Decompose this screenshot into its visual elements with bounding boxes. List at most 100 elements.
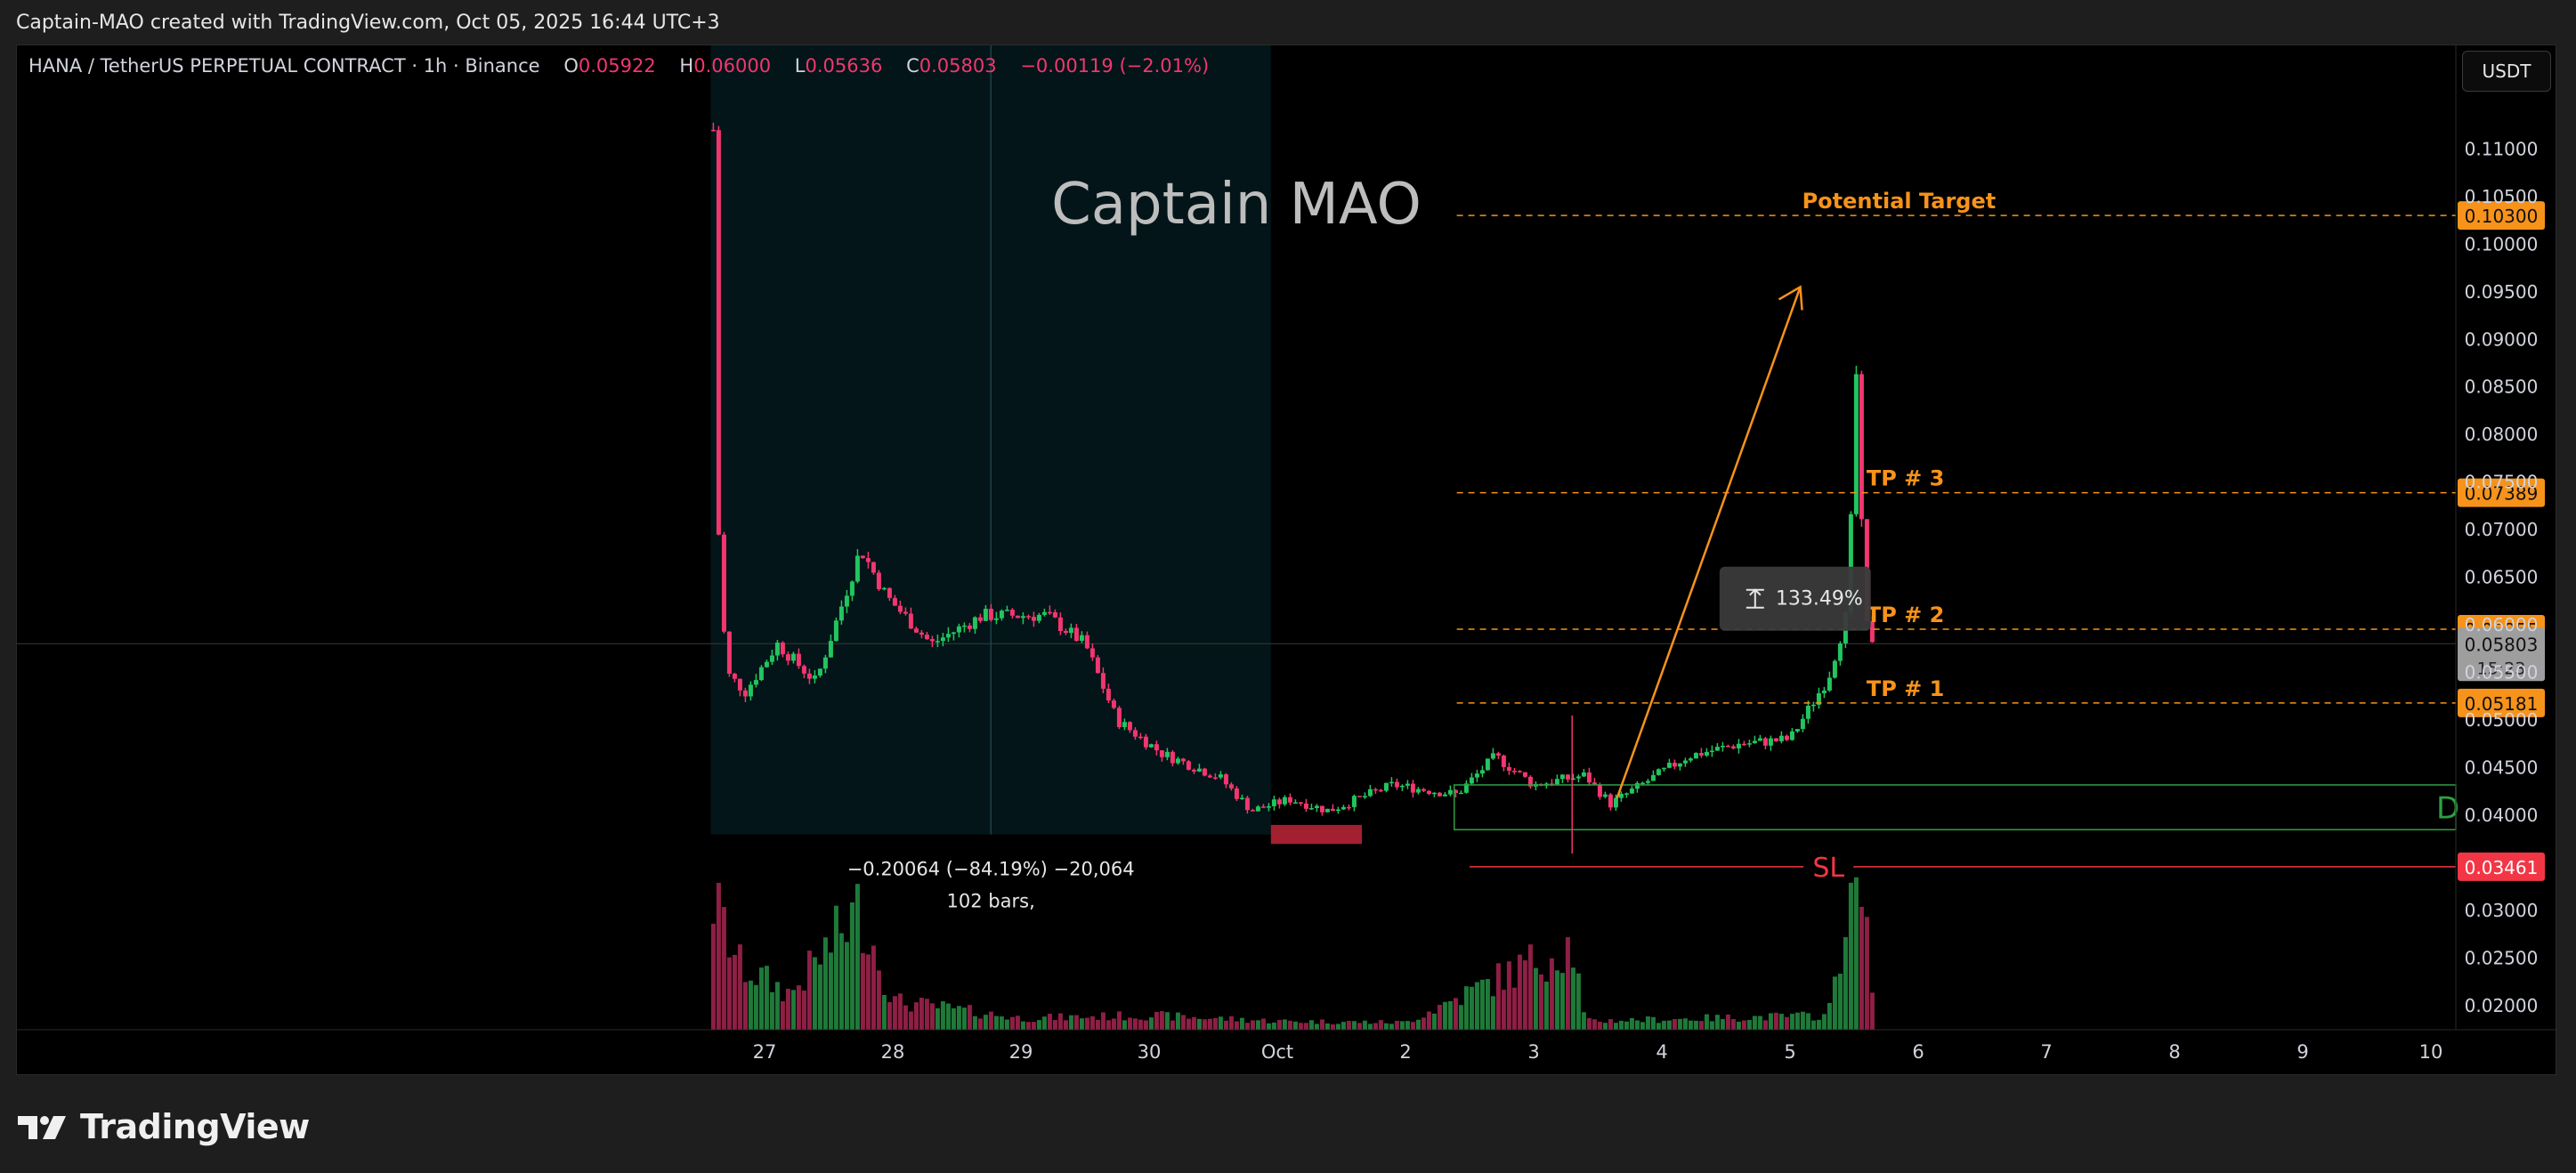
candle-body — [924, 635, 929, 640]
volume-bar — [716, 882, 721, 1030]
level-badge-bg — [2458, 201, 2545, 231]
volume-bar — [753, 984, 758, 1030]
candle-body — [1164, 751, 1170, 757]
chart-caption: Captain-MAO created with TradingView.com… — [0, 0, 2576, 44]
measure-box — [1719, 566, 1871, 631]
candle-body — [1041, 611, 1047, 615]
volume-bar — [940, 1001, 945, 1030]
candle-body — [865, 558, 871, 562]
y-tick-label: 0.04000 — [2465, 805, 2539, 826]
volume-bar — [1175, 1012, 1180, 1030]
candle-body — [1789, 731, 1794, 740]
volume-bar — [1004, 1019, 1009, 1030]
candle-body — [732, 673, 737, 679]
candle-body — [1239, 797, 1244, 799]
price-chart[interactable]: −0.20064 (−84.19%) −20,064 102 bars, Capta… — [17, 45, 2557, 1076]
open-label: O — [563, 55, 579, 77]
volume-bar — [1346, 1021, 1351, 1030]
volume-bar — [1586, 1017, 1592, 1030]
volume-bar — [1736, 1022, 1741, 1030]
volume-bar — [769, 991, 774, 1030]
volume-bar — [732, 954, 737, 1030]
candle-body — [780, 643, 785, 655]
volume-bar — [956, 1006, 961, 1030]
currency-button[interactable]: USDT — [2462, 51, 2551, 92]
volume-bar — [1009, 1016, 1015, 1030]
high-label: H — [679, 55, 694, 77]
symbol-title[interactable]: HANA / TetherUS PERPETUAL CONTRACT · 1h … — [28, 55, 540, 77]
volume-bar — [1853, 877, 1859, 1030]
volume-bar — [1864, 917, 1869, 1030]
chart-frame[interactable]: −0.20064 (−84.19%) −20,064 102 bars, Capta… — [16, 44, 2557, 1076]
high-value: 0.06000 — [693, 55, 772, 77]
x-tick-label: 3 — [1527, 1041, 1539, 1063]
candle-body — [1570, 778, 1576, 781]
candle-body — [1853, 374, 1859, 514]
volume-bar — [1025, 1022, 1031, 1030]
candle-body — [1196, 768, 1202, 772]
brand-name: TradingView — [80, 1107, 310, 1146]
candle-body — [1517, 771, 1522, 773]
candle-body — [838, 606, 844, 621]
volume-bar — [1869, 992, 1875, 1030]
volume-bar — [1581, 1012, 1586, 1030]
candle-body — [1581, 772, 1586, 777]
volume-bar — [1057, 1013, 1063, 1030]
x-tick-label: 4 — [1656, 1041, 1667, 1063]
volume-bar — [1159, 1011, 1164, 1030]
candle-body — [1490, 753, 1495, 759]
candle-body — [1228, 784, 1234, 789]
candle-body — [769, 655, 774, 662]
candle-body — [1255, 806, 1260, 812]
candle-body — [1170, 751, 1175, 764]
volume-bar — [1421, 1017, 1426, 1030]
candle-body — [1821, 690, 1827, 694]
volume-bar — [1474, 982, 1479, 1030]
watermark-text: Captain MAO — [1051, 172, 1422, 238]
candle-body — [1373, 789, 1378, 791]
candle-body — [758, 667, 764, 681]
volume-bar — [903, 1005, 908, 1030]
volume-bar — [1298, 1023, 1303, 1030]
volume-bar — [822, 937, 828, 1030]
level-label: SL — [1812, 853, 1844, 884]
candle-body — [1138, 736, 1143, 739]
candle-body — [1367, 789, 1373, 797]
volume-bar — [913, 1002, 919, 1030]
volume-bar — [1511, 987, 1517, 1030]
candle-body — [919, 632, 924, 635]
volume-bar — [855, 884, 860, 1030]
candle-body — [1479, 770, 1485, 774]
candle-body — [1650, 774, 1656, 781]
candle-body — [1810, 704, 1816, 707]
volume-bar — [1341, 1022, 1346, 1030]
candle-body — [1287, 797, 1292, 803]
level-badge-text: 0.05181 — [2465, 693, 2539, 715]
close-value: 0.05803 — [919, 55, 997, 77]
candle-body — [1794, 729, 1800, 732]
caption-text: Captain-MAO created with TradingView.com… — [16, 11, 720, 34]
candle-body — [801, 666, 806, 674]
candle-body — [1426, 790, 1431, 795]
volume-bar — [1757, 1015, 1762, 1030]
last-price-badge-bg — [2458, 627, 2545, 682]
volume-bar — [961, 1007, 967, 1030]
candle-body — [956, 626, 961, 633]
volume-bar — [1634, 1020, 1640, 1030]
level-label: Potential Target — [1802, 189, 1997, 214]
candle-body — [1004, 610, 1009, 611]
y-tick-label: 0.10000 — [2465, 233, 2539, 255]
x-tick-label: 9 — [2297, 1041, 2308, 1063]
x-tick-label: 29 — [1009, 1041, 1033, 1063]
x-tick-label: 5 — [1784, 1041, 1795, 1063]
volume-bar — [1768, 1013, 1773, 1030]
candle-body — [790, 653, 796, 661]
volume-bar — [1554, 970, 1559, 1030]
candle-body — [1015, 615, 1020, 619]
volume-bar — [1816, 1019, 1821, 1030]
candle-body — [1047, 611, 1052, 614]
level-label: TP # 3 — [1867, 466, 1944, 491]
volume-bar — [1773, 1012, 1778, 1030]
candle-body — [1506, 766, 1511, 772]
candle-body — [1223, 774, 1228, 785]
